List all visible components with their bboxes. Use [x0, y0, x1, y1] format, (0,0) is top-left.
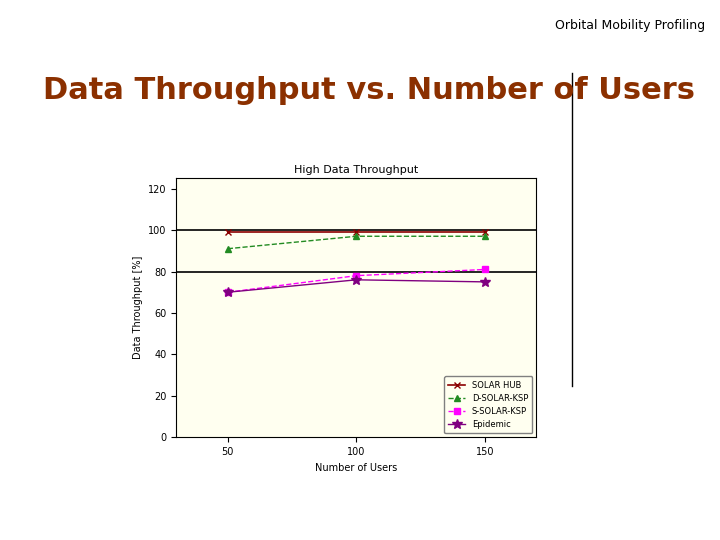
Line: Epidemic: Epidemic — [223, 275, 490, 297]
Epidemic — [223, 289, 232, 295]
SOLAR HUB — [481, 229, 490, 235]
Line: D-SOLAR-KSP: D-SOLAR-KSP — [225, 233, 488, 252]
Text: Orbital Mobility Profiling: Orbital Mobility Profiling — [555, 19, 706, 32]
SOLAR HUB — [352, 229, 361, 235]
SOLAR HUB — [223, 229, 232, 235]
D-SOLAR-KSP — [223, 246, 232, 252]
Line: S-SOLAR-KSP: S-SOLAR-KSP — [225, 267, 487, 295]
S-SOLAR-KSP — [223, 289, 232, 295]
Legend: SOLAR HUB, D-SOLAR-KSP, S-SOLAR-KSP, Epidemic: SOLAR HUB, D-SOLAR-KSP, S-SOLAR-KSP, Epi… — [444, 376, 532, 433]
Epidemic — [481, 279, 490, 285]
Epidemic — [352, 276, 361, 283]
Line: SOLAR HUB: SOLAR HUB — [225, 228, 488, 235]
Y-axis label: Data Throughput [%]: Data Throughput [%] — [132, 256, 143, 360]
X-axis label: Number of Users: Number of Users — [315, 463, 397, 472]
S-SOLAR-KSP — [481, 266, 490, 273]
Text: Data Throughput vs. Number of Users: Data Throughput vs. Number of Users — [43, 76, 696, 105]
D-SOLAR-KSP — [481, 233, 490, 240]
S-SOLAR-KSP — [352, 272, 361, 279]
D-SOLAR-KSP — [352, 233, 361, 240]
Title: High Data Throughput: High Data Throughput — [294, 165, 418, 174]
